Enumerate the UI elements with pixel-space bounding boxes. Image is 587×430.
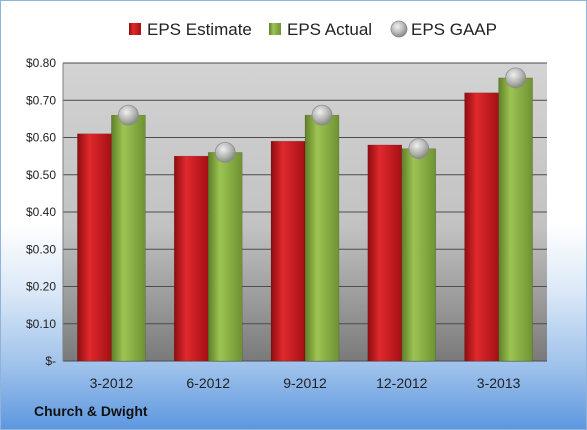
y-tick-label: $- <box>45 354 56 368</box>
legend-item-eps-gaap-swatch <box>390 20 408 38</box>
y-axis: $- $0.10 $0.20 $0.30 $0.40 $0.50 $0.60 $0.70 $0.… <box>26 56 64 368</box>
legend-item-eps-estimate-label: EPS Estimate <box>147 20 252 39</box>
marker-eps-gaap <box>214 141 236 163</box>
gaap-markers <box>118 67 526 163</box>
y-tick-label: $0.80 <box>26 56 56 70</box>
x-tick-label: 3-2013 <box>477 375 521 391</box>
company-name: Church & Dwight <box>34 403 148 419</box>
marker-eps-gaap <box>505 67 526 89</box>
x-tick-label: 9-2012 <box>283 375 327 391</box>
x-axis: 3-2012 6-2012 9-2012 12-2012 3-2013 <box>90 375 521 391</box>
legend-item-eps-actual-swatch <box>269 23 281 35</box>
y-tick-label: $0.50 <box>26 168 56 182</box>
y-tick-label: $0.10 <box>26 317 56 331</box>
legend-item-eps-gaap-label: EPS GAAP <box>411 20 497 39</box>
legend-item-eps-estimate-swatch <box>129 23 141 35</box>
x-tick-label: 3-2012 <box>90 375 134 391</box>
y-tick-label: $0.20 <box>26 280 56 294</box>
bar-eps-estimate <box>77 133 112 362</box>
x-tick-label: 12-2012 <box>376 375 428 391</box>
bar-eps-estimate <box>173 155 209 362</box>
bar-eps-actual <box>207 152 243 362</box>
bar-eps-estimate <box>464 92 499 362</box>
marker-eps-gaap <box>118 104 139 126</box>
y-tick-label: $0.60 <box>26 131 56 145</box>
bar-eps-actual <box>498 77 533 362</box>
bar-eps-estimate <box>270 140 306 362</box>
marker-eps-gaap <box>311 104 333 126</box>
marker-eps-gaap <box>408 138 430 160</box>
legend: EPS Estimate EPS Actual EPS GAAP <box>129 20 497 39</box>
y-tick-label: $0.40 <box>26 205 56 219</box>
y-tick-label: $0.30 <box>26 242 56 256</box>
x-tick-label: 6-2012 <box>186 375 230 391</box>
bar-eps-actual <box>304 114 340 362</box>
bar-eps-estimate <box>367 144 403 362</box>
legend-item-eps-actual-label: EPS Actual <box>287 20 372 39</box>
bar-eps-actual <box>111 114 146 362</box>
bar-eps-actual <box>401 148 437 362</box>
y-tick-label: $0.70 <box>26 93 56 107</box>
bars <box>77 77 533 362</box>
